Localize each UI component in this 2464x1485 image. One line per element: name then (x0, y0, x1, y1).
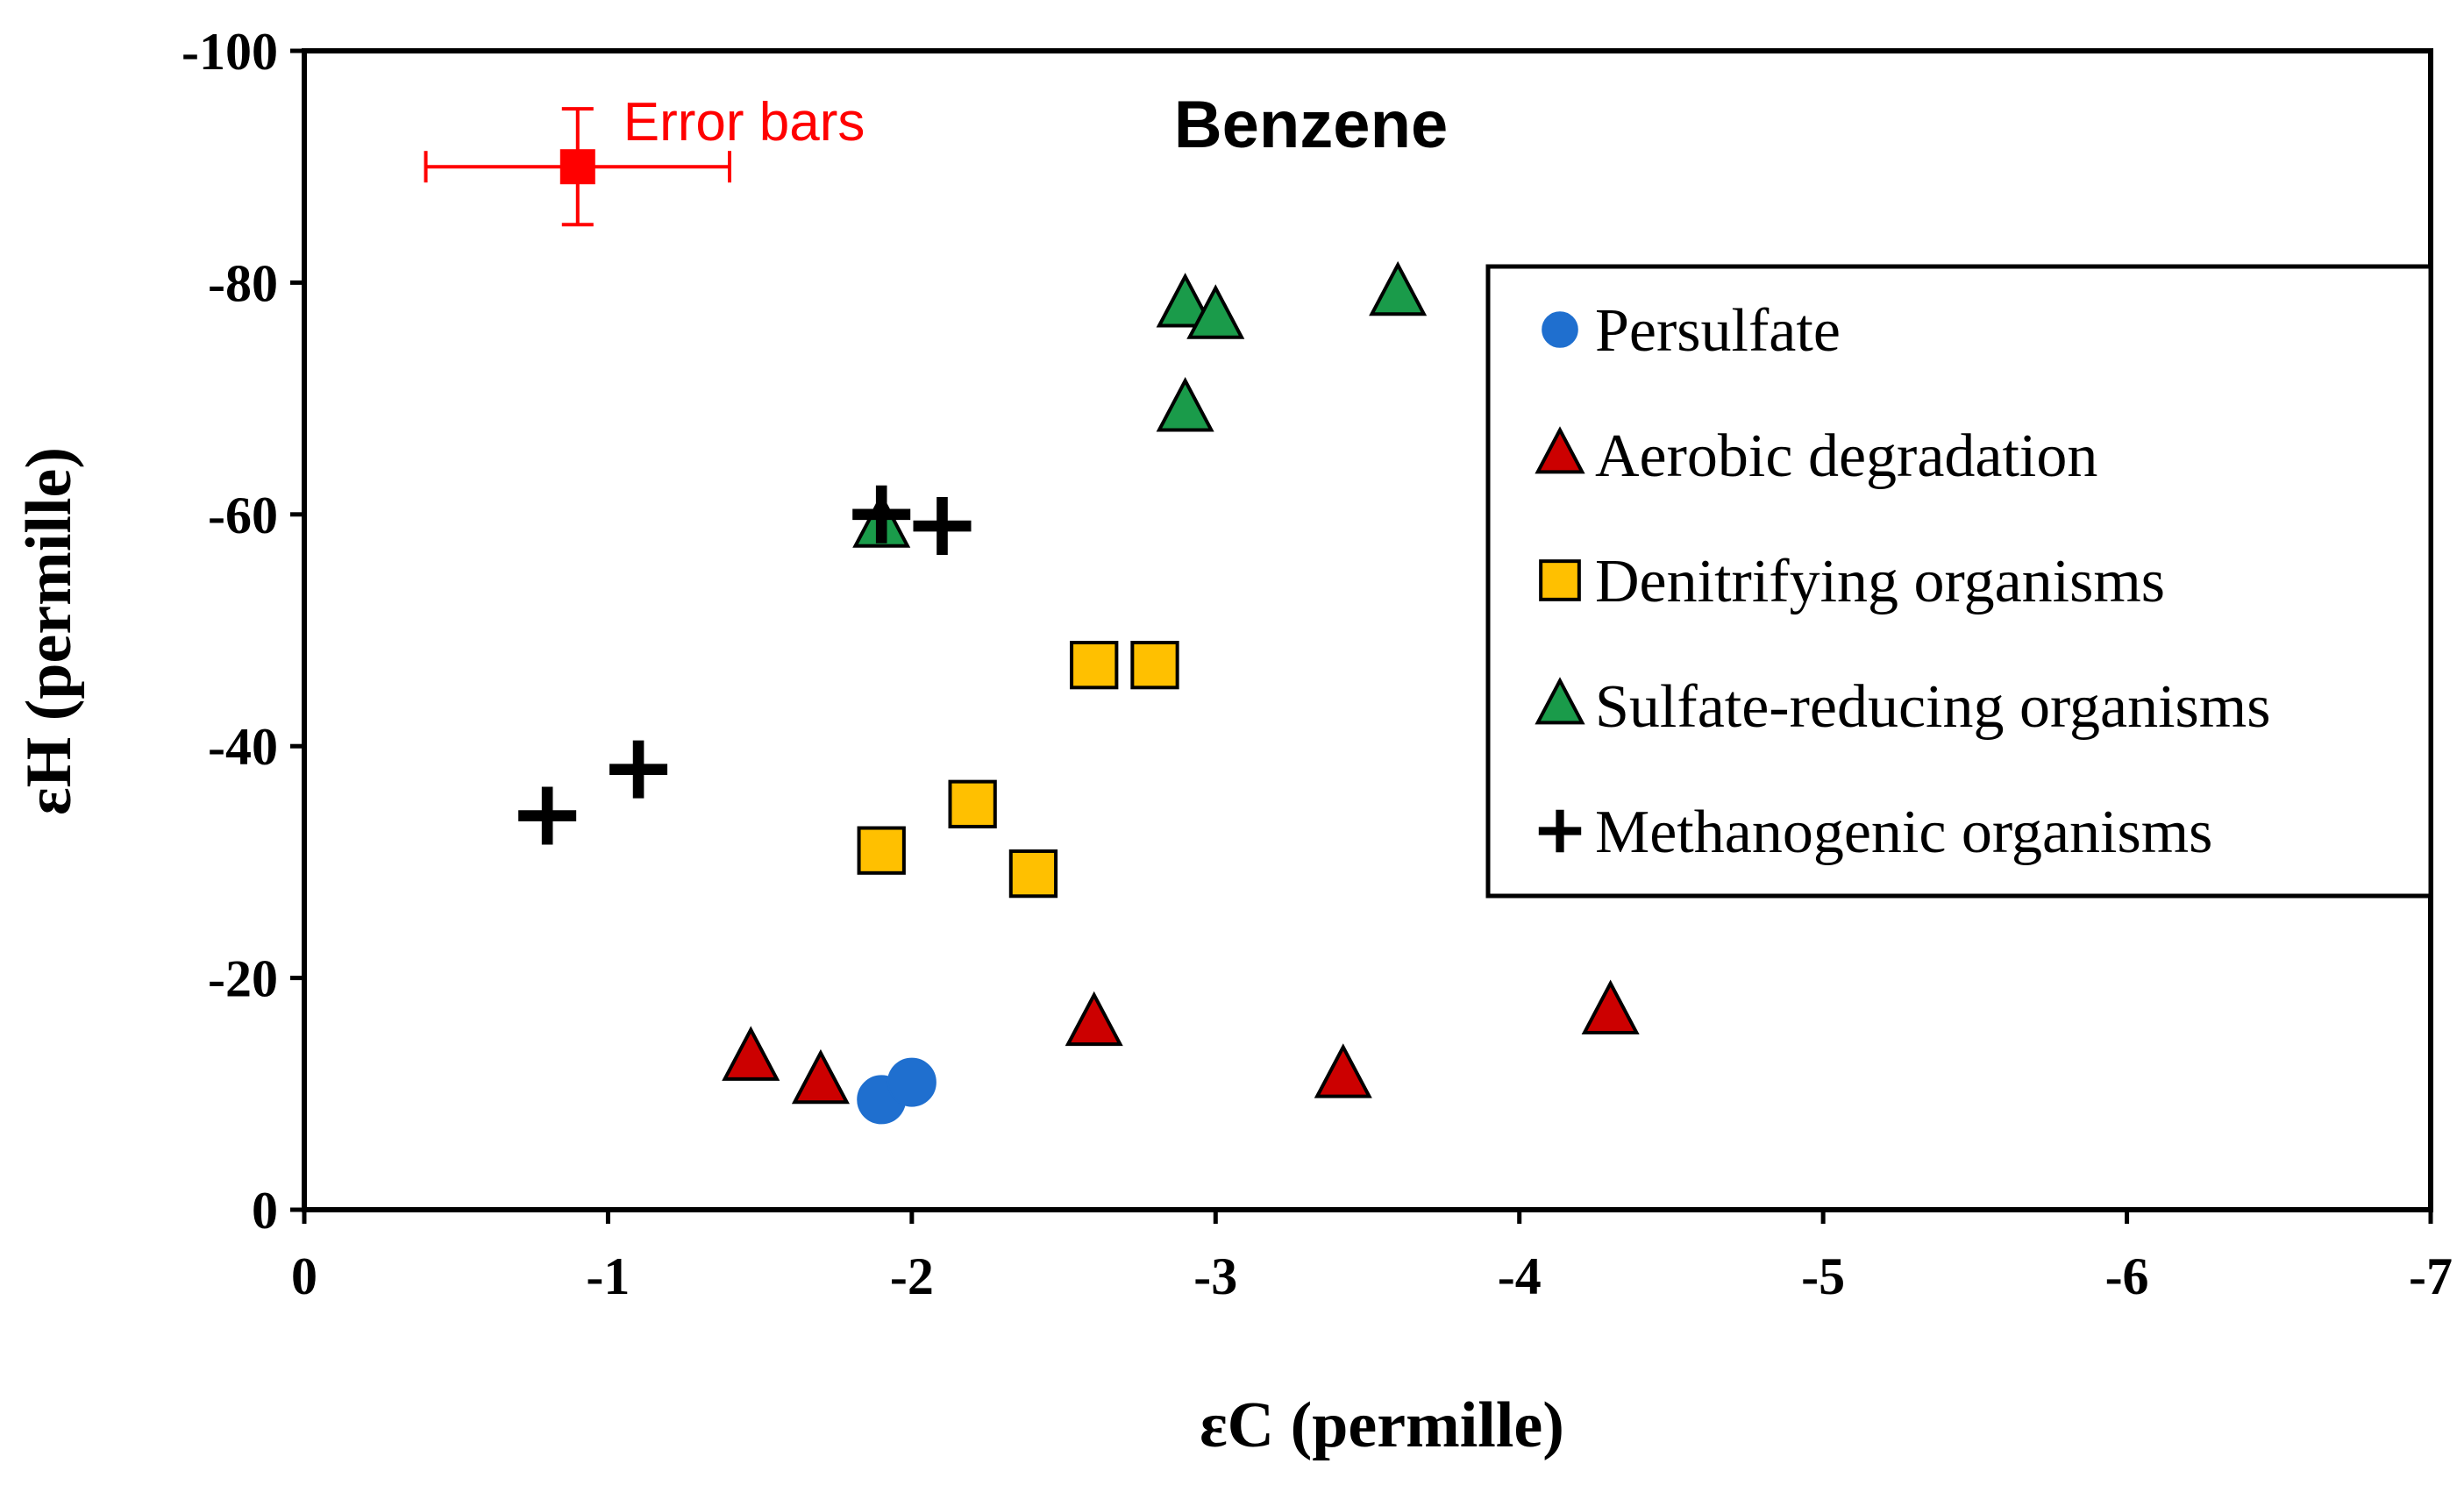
data-point (887, 1057, 936, 1107)
legend-label: Denitrifying organisms (1595, 548, 2165, 615)
x-axis-title: εC (permille) (1200, 1389, 1564, 1461)
x-tick-label: -1 (586, 1247, 630, 1305)
y-tick-label: -40 (208, 718, 278, 776)
y-axis-title: εH (permille) (13, 447, 85, 815)
x-tick-label: -2 (890, 1247, 934, 1305)
x-tick-label: -5 (1801, 1247, 1845, 1305)
data-point (1070, 641, 1119, 690)
x-tick-label: -3 (1193, 1247, 1237, 1305)
data-point (852, 485, 911, 544)
x-tick-label: -6 (2105, 1247, 2149, 1305)
legend: Persulfate Aerobic degradation Denitrifyin… (1485, 264, 2433, 899)
data-point (913, 497, 972, 556)
legend-marker (1538, 809, 1582, 853)
legend-marker (1535, 426, 1585, 474)
data-point (1369, 260, 1428, 316)
legend-marker (1542, 311, 1578, 348)
x-tick-label: 0 (291, 1247, 317, 1305)
data-point (791, 1048, 850, 1105)
data-point (609, 740, 668, 799)
error-bars-label: Error bars (623, 92, 865, 153)
y-tick-label: 0 (252, 1182, 278, 1240)
data-point (518, 786, 577, 845)
data-point (1156, 273, 1214, 328)
data-point (1156, 377, 1214, 432)
legend-marker (1539, 559, 1581, 601)
error-bar-marker (559, 149, 595, 185)
x-axis-ticks: 0 -1 -2 -3 -4 -5 -6 -7 (291, 1210, 2453, 1305)
y-tick-label: -80 (208, 254, 278, 312)
data-point (1008, 849, 1058, 899)
data-point (1581, 979, 1640, 1034)
data-point (1314, 1043, 1372, 1098)
legend-label: Methanogenic organisms (1595, 799, 2212, 866)
data-point (722, 1026, 780, 1081)
y-axis-ticks: 0 -20 -40 -60 -80 -100 (182, 23, 304, 1240)
y-tick-label: -60 (208, 487, 278, 544)
data-point (948, 779, 997, 828)
x-tick-label: -7 (2409, 1247, 2453, 1305)
legend-marker (1535, 677, 1585, 725)
legend-box (1485, 264, 2433, 899)
data-point (1186, 284, 1245, 339)
data-point (857, 826, 906, 875)
x-tick-label: -4 (1498, 1247, 1542, 1305)
legend-label: Sulfate-reducing organisms (1595, 673, 2270, 741)
data-point (1130, 641, 1179, 690)
data-points (518, 260, 1640, 1125)
legend-label: Persulfate (1595, 297, 1841, 365)
y-tick-label: -100 (182, 23, 278, 81)
legend-label: Aerobic degradation (1595, 423, 2097, 490)
chart-title: Benzene (1174, 88, 1449, 162)
error-bars-annotation: Error bars (424, 92, 865, 227)
y-tick-label: -20 (208, 950, 278, 1008)
data-point (1065, 991, 1123, 1047)
